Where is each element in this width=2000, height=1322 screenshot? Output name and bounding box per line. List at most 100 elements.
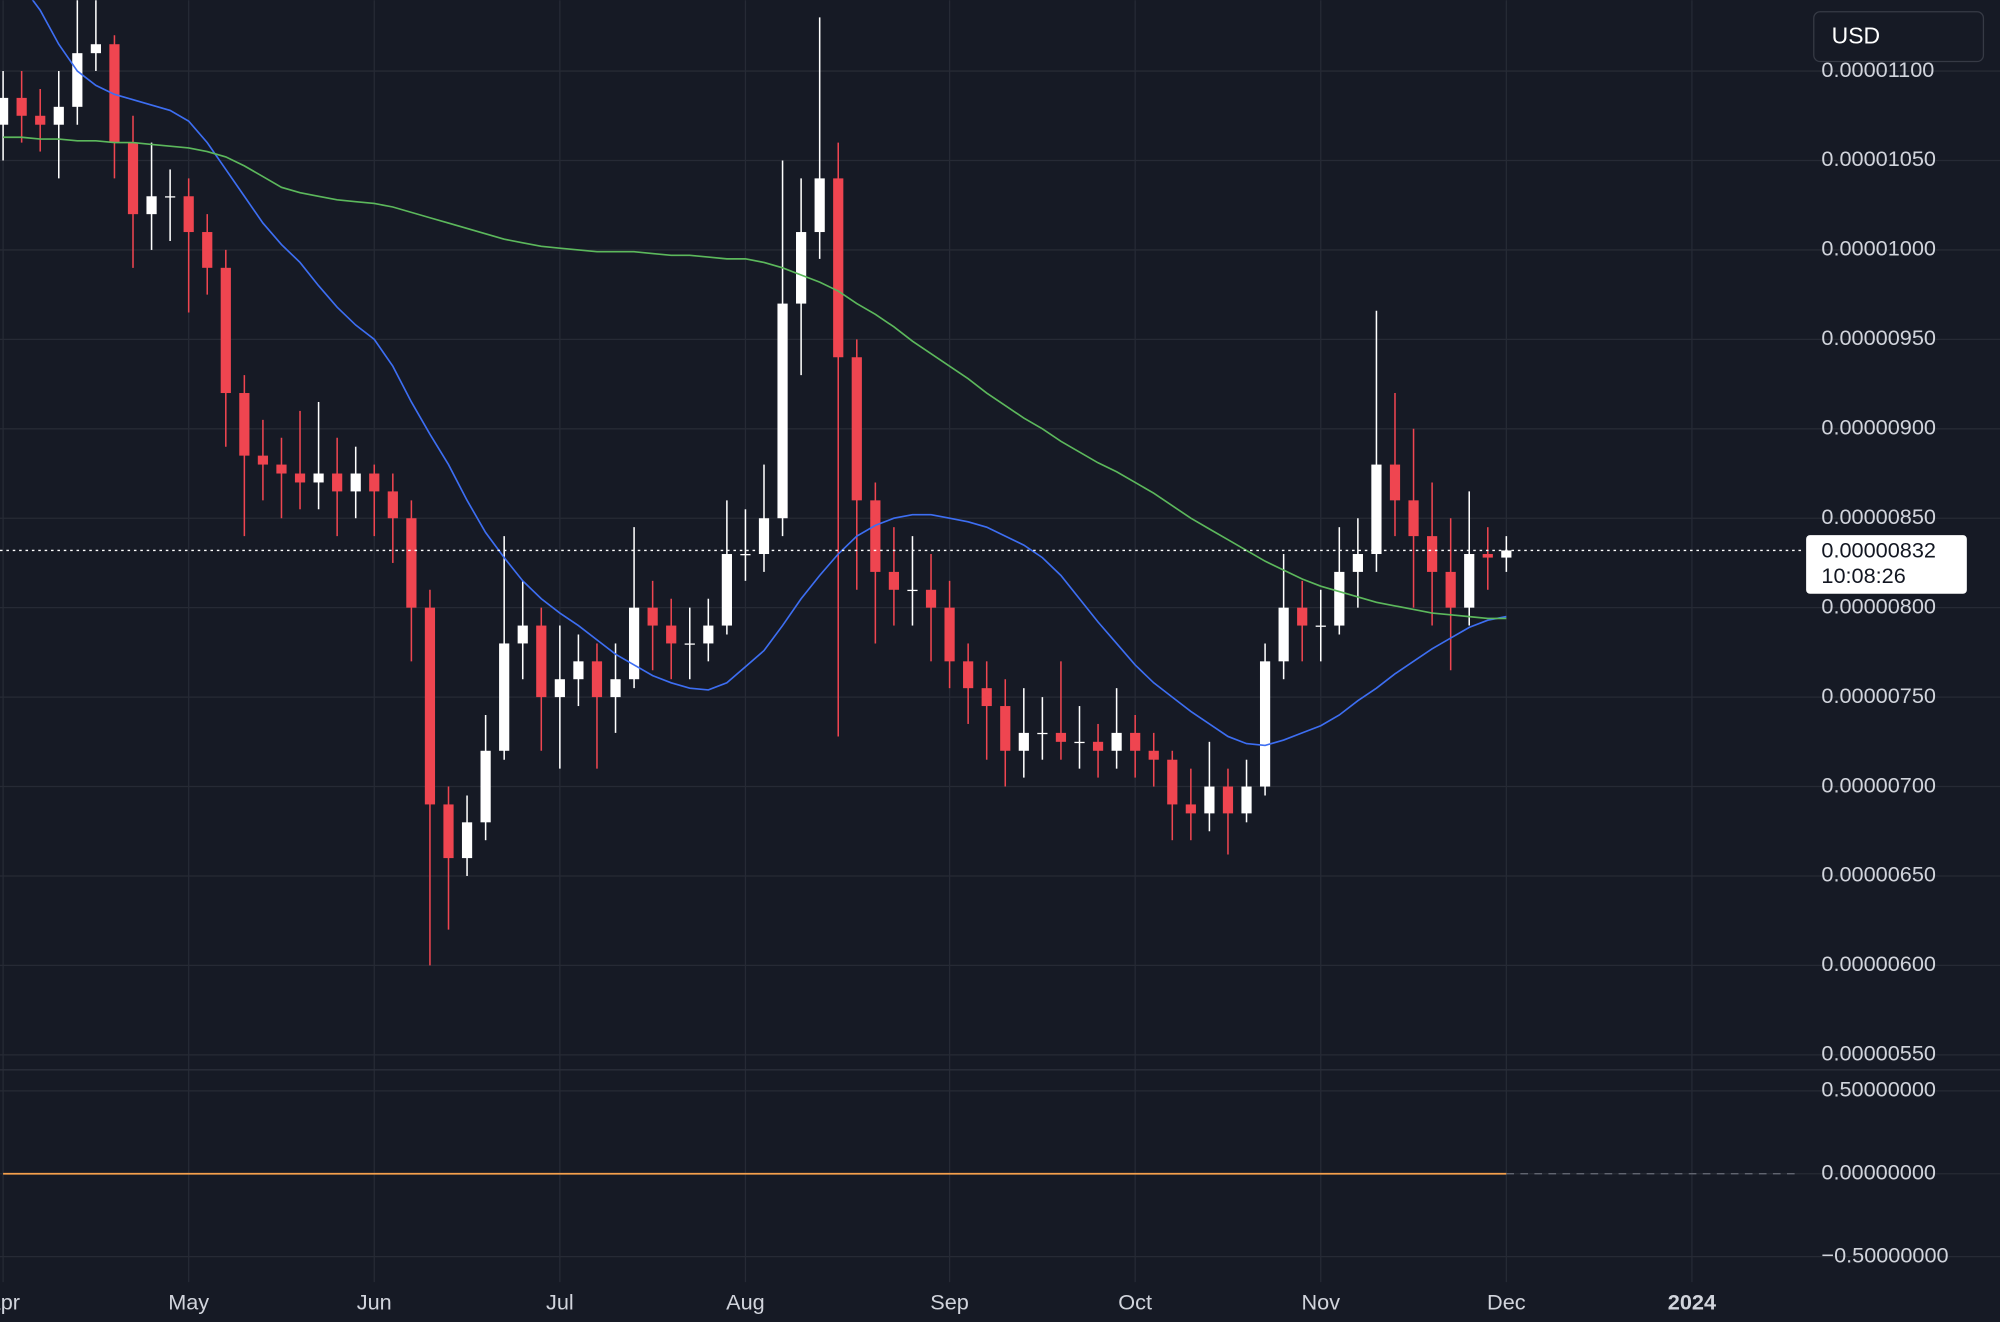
candle-body — [1037, 732, 1048, 735]
candle-body — [684, 643, 695, 645]
y-tick-label: 0.00001000 — [1821, 236, 1935, 261]
candle-body — [165, 196, 176, 198]
candle-body — [591, 661, 603, 698]
candle-body — [1167, 759, 1178, 805]
moving-average-line — [3, 136, 1507, 620]
last-price-box — [1806, 535, 1967, 594]
candle-body — [1259, 661, 1271, 787]
candle-body — [1241, 786, 1252, 814]
candle-body — [146, 196, 157, 215]
candle-body — [1352, 554, 1363, 572]
candle-body — [536, 625, 547, 698]
candle-body — [1000, 706, 1011, 751]
candle-body — [1464, 554, 1475, 608]
axis: 0.00000550 0.00000600 0.00000650 0.00000700… — [0, 57, 1949, 1315]
x-tick-label: 2024 — [1668, 1290, 1716, 1315]
x-tick-label: May — [168, 1290, 209, 1315]
candle-body — [90, 44, 101, 54]
countdown-label: 10:08:26 — [1821, 563, 1905, 588]
candle-body — [1055, 732, 1067, 742]
candle-body — [721, 554, 732, 626]
candle-body — [202, 232, 213, 268]
candle-body — [1315, 625, 1326, 627]
candle-body — [963, 661, 974, 689]
x-tick-label: Oct — [1118, 1290, 1152, 1315]
candle-body — [1185, 804, 1196, 814]
candle-body — [1130, 732, 1141, 751]
y-tick-label: 0.00000650 — [1821, 862, 1935, 887]
currency-label: USD — [1832, 22, 1880, 48]
candle-body — [1222, 786, 1234, 814]
candle-body — [35, 115, 46, 125]
y-tick-label: 0.00000900 — [1821, 415, 1935, 440]
candle-body — [183, 196, 194, 233]
candle-body — [313, 473, 324, 483]
candle-body — [53, 106, 64, 125]
moving-average-line — [31, 0, 1507, 747]
x-tick-label: Jun — [357, 1290, 392, 1315]
candle-body — [0, 97, 9, 125]
candle-body — [833, 178, 844, 358]
candle-body — [332, 473, 343, 492]
x-tick-label: Aug — [726, 1290, 765, 1315]
candle-body — [1445, 571, 1456, 608]
candle-body — [16, 97, 27, 116]
candle-body — [907, 589, 918, 592]
candle-body — [944, 607, 955, 662]
x-tick-label: Dec — [1487, 1290, 1526, 1315]
candle-body — [387, 491, 398, 519]
candle-body — [1148, 750, 1159, 760]
y-tick-label: 0.00000700 — [1821, 772, 1935, 797]
candle-body — [257, 455, 269, 465]
candle-body — [888, 571, 900, 590]
candle-body — [127, 142, 139, 215]
x-tick-label: Apr — [0, 1290, 20, 1315]
y-tick-label: 0.00001050 — [1821, 146, 1935, 171]
candle-body — [294, 473, 306, 483]
candle-body — [1389, 464, 1401, 501]
candle-body — [424, 607, 436, 805]
candle-body — [1334, 571, 1345, 626]
candle-body — [925, 589, 937, 608]
candle-body — [406, 518, 417, 608]
candle-body — [239, 393, 250, 456]
candle-body — [1204, 786, 1215, 814]
candle-body — [369, 473, 380, 492]
candle-body — [1074, 741, 1085, 744]
candle-body — [1427, 536, 1438, 572]
candle-body — [981, 688, 992, 707]
candle-body — [220, 267, 231, 394]
y-tick-label: 0.00000550 — [1821, 1041, 1935, 1066]
x-tick-label: Jul — [546, 1290, 574, 1315]
y-tick-label: 0.00000000 — [1821, 1159, 1935, 1184]
candle-body — [276, 464, 287, 474]
y-tick-label: 0.00000750 — [1821, 683, 1935, 708]
candle-body — [666, 625, 677, 644]
plot-area — [0, 0, 1512, 966]
candle-body — [610, 679, 621, 698]
candle-body — [480, 750, 491, 823]
candle-body — [1482, 554, 1493, 558]
candle-body — [499, 643, 510, 751]
y-tick-label: 0.00000850 — [1821, 504, 1935, 529]
candle-body — [796, 232, 807, 304]
y-tick-label: −0.50000000 — [1821, 1242, 1948, 1267]
candle-body — [443, 804, 454, 859]
candle-body — [1408, 500, 1419, 537]
x-tick-label: Sep — [930, 1290, 969, 1315]
candle-body — [72, 53, 83, 107]
candle-body — [814, 178, 825, 233]
y-tick-label: 0.00000600 — [1821, 951, 1935, 976]
candle-body — [1018, 732, 1029, 751]
candle-body — [1297, 607, 1308, 626]
last-price-label: 0.00000832 — [1821, 537, 1935, 562]
candle-body — [573, 661, 584, 680]
candle-body — [1278, 607, 1289, 662]
currency-button[interactable] — [1813, 11, 1985, 63]
y-tick-label: 0.00000800 — [1821, 593, 1935, 618]
y-tick-label: 0.50000000 — [1821, 1077, 1935, 1102]
